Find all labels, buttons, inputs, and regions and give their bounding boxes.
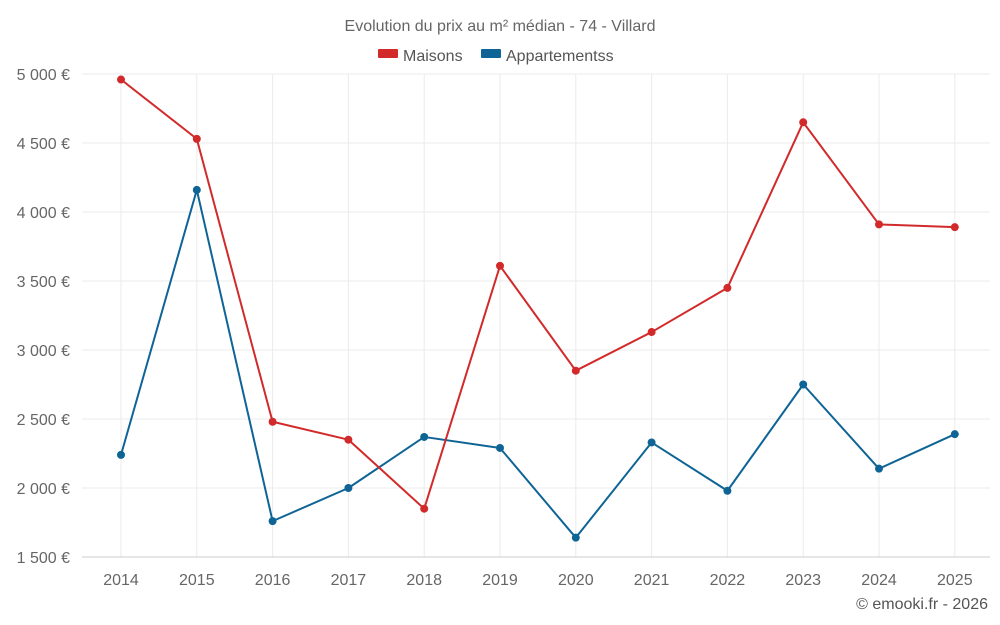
credit: © emooki.fr - 2026 xyxy=(856,596,988,613)
series-line-appartementss xyxy=(120,188,956,539)
series-maisons xyxy=(117,75,959,513)
data-point-appartementss[interactable] xyxy=(117,450,125,459)
x-axis: 2014 2015 2016 2017 2018 2019 2020 2021 2022 2023… xyxy=(103,572,972,589)
y-axis: 1 500 € 2 000 € 2 500 € 3 000 € 3 500 € 4 000… xyxy=(17,67,70,567)
data-point-maisons[interactable] xyxy=(420,504,429,513)
x-tick-label: 2019 xyxy=(482,572,518,589)
data-point-appartementss[interactable] xyxy=(723,486,732,495)
data-point-appartementss[interactable] xyxy=(950,430,959,439)
legend-label-maisons[interactable]: Maisons xyxy=(403,48,463,65)
data-point-maisons[interactable] xyxy=(268,417,277,426)
data-point-maisons[interactable] xyxy=(799,118,808,127)
legend-swatch-maisons xyxy=(378,49,398,58)
data-point-maisons[interactable] xyxy=(571,366,580,375)
data-point-appartementss[interactable] xyxy=(344,484,353,492)
data-point-appartementss[interactable] xyxy=(268,517,277,526)
series-layer xyxy=(117,75,959,542)
x-tick-label: 2016 xyxy=(255,572,291,589)
data-point-appartementss[interactable] xyxy=(571,533,580,542)
data-point-appartementss[interactable] xyxy=(647,438,656,447)
data-point-maisons[interactable] xyxy=(950,223,959,232)
x-tick-label: 2021 xyxy=(634,572,670,589)
data-point-appartementss[interactable] xyxy=(192,185,201,194)
x-tick-label: 2020 xyxy=(558,572,594,589)
x-tick-label: 2025 xyxy=(937,572,973,589)
series-appartementss xyxy=(117,185,959,542)
data-point-appartementss[interactable] xyxy=(875,464,883,473)
data-point-maisons[interactable] xyxy=(647,328,656,337)
data-point-maisons[interactable] xyxy=(192,134,201,143)
y-tick-label: 5 000 € xyxy=(17,67,70,84)
legend-label-appartements[interactable]: Appartementss xyxy=(506,48,614,65)
x-tick-label: 2018 xyxy=(406,572,442,589)
data-point-appartementss[interactable] xyxy=(496,443,504,452)
data-point-maisons[interactable] xyxy=(875,220,883,229)
y-tick-label: 2 000 € xyxy=(17,481,70,498)
data-point-maisons[interactable] xyxy=(496,261,504,270)
data-point-maisons[interactable] xyxy=(117,75,125,84)
legend: Maisons Appartementss xyxy=(378,48,614,65)
x-gridlines xyxy=(120,74,956,557)
y-tick-label: 3 000 € xyxy=(17,343,70,360)
x-tick-label: 2024 xyxy=(861,572,897,589)
y-tick-label: 1 500 € xyxy=(17,550,70,567)
data-point-appartementss[interactable] xyxy=(799,380,808,389)
x-tick-label: 2022 xyxy=(710,572,746,589)
y-tick-label: 2 500 € xyxy=(17,412,70,429)
x-tick-label: 2014 xyxy=(103,572,139,589)
chart-title: Evolution du prix au m² médian - 74 - Vi… xyxy=(345,18,656,35)
legend-swatch-appartements xyxy=(481,49,501,58)
x-tick-label: 2017 xyxy=(331,572,367,589)
data-point-maisons[interactable] xyxy=(344,435,353,444)
data-point-appartementss[interactable] xyxy=(420,432,429,441)
y-tick-label: 3 500 € xyxy=(17,274,70,291)
data-point-maisons[interactable] xyxy=(723,283,732,292)
x-tick-label: 2015 xyxy=(179,572,215,589)
series-line-maisons xyxy=(120,78,955,510)
y-tick-label: 4 500 € xyxy=(17,136,70,153)
y-tick-label: 4 000 € xyxy=(17,205,70,222)
x-tick-label: 2023 xyxy=(785,572,821,589)
